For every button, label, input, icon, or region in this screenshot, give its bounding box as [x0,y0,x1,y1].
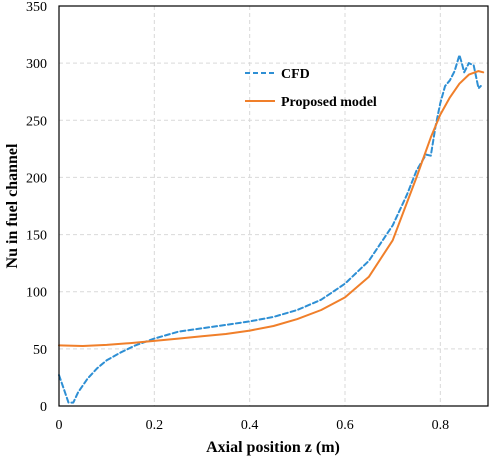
x-tick-label: 0.2 [146,418,164,433]
y-tick-label: 50 [33,343,47,358]
y-tick-label: 150 [26,229,47,244]
y-tick-label: 300 [26,57,47,72]
y-axis-title: Nu in fuel channel [4,143,21,268]
y-tick-label: 250 [26,114,47,129]
y-tick-label: 350 [26,0,47,15]
series-line-cfd [58,54,482,404]
grid [59,6,488,406]
y-tick-label: 200 [26,171,47,186]
plot-frame [58,5,489,407]
x-tick-label: 0 [56,418,63,433]
legend-cfd-label: CFD [281,67,310,82]
x-tick-label: 0.6 [336,418,354,433]
tick-labels: 0 0.2 0.4 0.6 0.8 0 50 100 150 200 250 300 350 [26,0,449,433]
legend-proposed-label: Proposed model [281,95,377,110]
series-line-proposed-model [58,70,485,347]
x-tick-label: 0.8 [432,418,450,433]
series-layer [58,54,485,404]
x-tick-label: 0.4 [241,418,259,433]
legend: CFD Proposed model [245,67,377,110]
y-tick-label: 0 [40,400,47,415]
y-tick-label: 100 [26,286,47,301]
x-axis-title: Axial position z (m) [206,439,340,456]
